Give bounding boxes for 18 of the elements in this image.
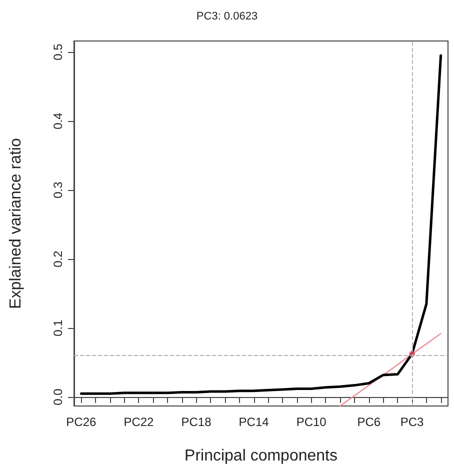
y-tick-label: 0.4 — [51, 112, 65, 130]
x-tick-label: PC26 — [66, 415, 97, 429]
line-series — [340, 332, 442, 407]
y-tick-label: 0.0 — [51, 388, 65, 406]
y-axis-title: Explained variance ratio — [8, 138, 24, 309]
x-tick-label: PC3 — [400, 415, 424, 429]
y-tick-label: 0.3 — [51, 181, 65, 198]
x-tick-label: PC18 — [181, 415, 212, 429]
line-series — [80, 54, 442, 395]
chart-title: PC3: 0.0623 — [196, 10, 258, 22]
y-tick-label: 0.5 — [51, 43, 65, 60]
x-axis-title: Principal components — [184, 448, 338, 464]
x-tick-label: PC22 — [124, 415, 154, 429]
x-tick-label: PC6 — [357, 415, 381, 429]
x-tick-label: PC14 — [238, 415, 270, 429]
x-tick-label: PC10 — [296, 415, 327, 429]
y-tick-label: 0.2 — [51, 250, 65, 268]
y-tick-label: 0.1 — [51, 319, 65, 336]
